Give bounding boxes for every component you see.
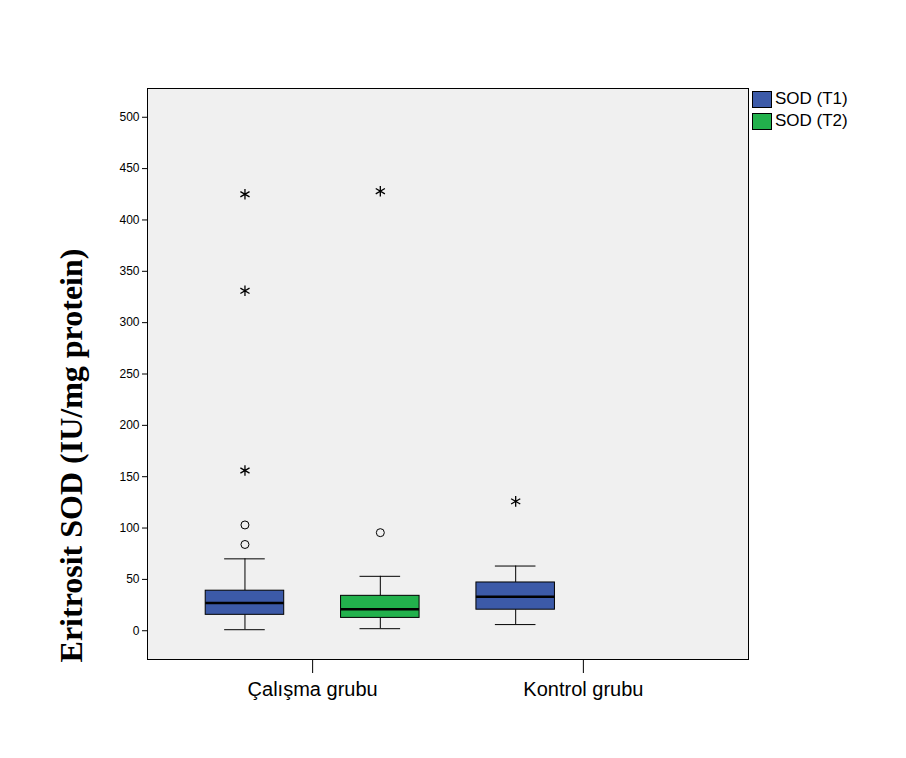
svg-text:0: 0	[133, 624, 140, 638]
svg-text:400: 400	[119, 213, 139, 227]
svg-text:50: 50	[126, 572, 140, 586]
svg-text:Çalışma grubu: Çalışma grubu	[248, 678, 378, 700]
html-text:SOD (T2): SOD (T2)	[775, 111, 848, 130]
svg-text:300: 300	[119, 315, 139, 329]
svg-text:350: 350	[119, 264, 139, 278]
svg-text:450: 450	[119, 161, 139, 175]
svg-text:200: 200	[119, 418, 139, 432]
svg-text:500: 500	[119, 110, 139, 124]
html-text:SOD (T1): SOD (T1)	[775, 89, 848, 108]
svg-text:100: 100	[119, 521, 139, 535]
svg-text:250: 250	[119, 367, 139, 381]
svg-text:150: 150	[119, 470, 139, 484]
html-text:Eritrosit SOD (IU/mg protein): Eritrosit SOD (IU/mg protein)	[53, 248, 90, 662]
svg-text:Kontrol grubu: Kontrol grubu	[523, 678, 643, 700]
